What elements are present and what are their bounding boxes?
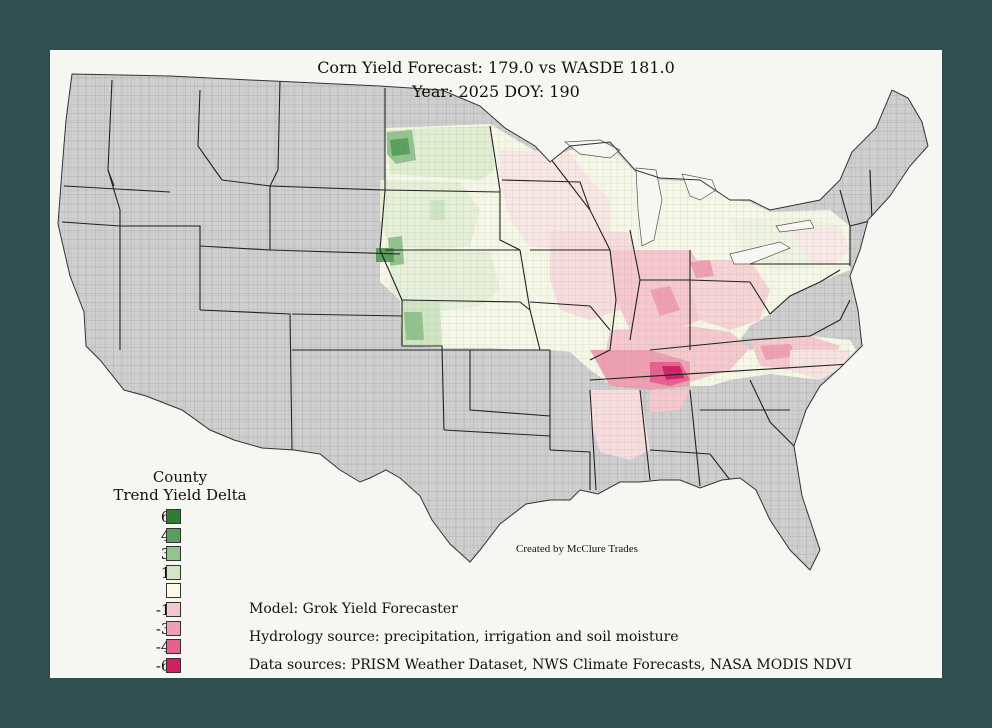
- state-borders: [61, 79, 891, 491]
- legend-swatch: [166, 527, 181, 543]
- legend-swatch: [166, 620, 181, 636]
- map-title: Corn Yield Forecast: 179.0 vs WASDE 181.…: [317, 58, 675, 77]
- legend-item: -60: [120, 657, 240, 675]
- legend-item: 30: [120, 545, 240, 563]
- legend-item: -45: [120, 638, 240, 656]
- legend-title-line1: County: [152, 468, 208, 486]
- legend-item: 0: [120, 582, 240, 600]
- legend-swatch: [166, 509, 181, 524]
- legend-item: 45: [120, 527, 240, 545]
- legend-item: -30: [120, 620, 240, 638]
- model-note: Model: Grok Yield Forecaster: [249, 601, 458, 617]
- data-sources-note: Data sources: PRISM Weather Dataset, NWS…: [249, 657, 852, 673]
- great-lakes: [564, 139, 815, 265]
- legend-item: 60: [120, 508, 240, 526]
- legend-title-line2: Trend Yield Delta: [113, 486, 247, 504]
- legend-swatch: [166, 602, 181, 617]
- map-panel: Corn Yield Forecast: 179.0 vs WASDE 181.…: [50, 50, 942, 678]
- legend-item: 15: [120, 564, 240, 582]
- hydrology-note: Hydrology source: precipitation, irrigat…: [249, 629, 679, 645]
- us-county-map: [57, 73, 929, 571]
- credit-text: Created by McClure Trades: [516, 543, 638, 555]
- legend-item: -15: [120, 601, 240, 619]
- legend-swatch: [166, 583, 181, 599]
- legend-swatch: [166, 546, 181, 562]
- legend-swatch: [166, 564, 181, 580]
- legend-swatch: [166, 639, 181, 655]
- legend-swatch: [166, 657, 181, 673]
- map-subtitle: Year: 2025 DOY: 190: [412, 82, 580, 101]
- legend-title: County Trend Yield Delta: [80, 468, 280, 504]
